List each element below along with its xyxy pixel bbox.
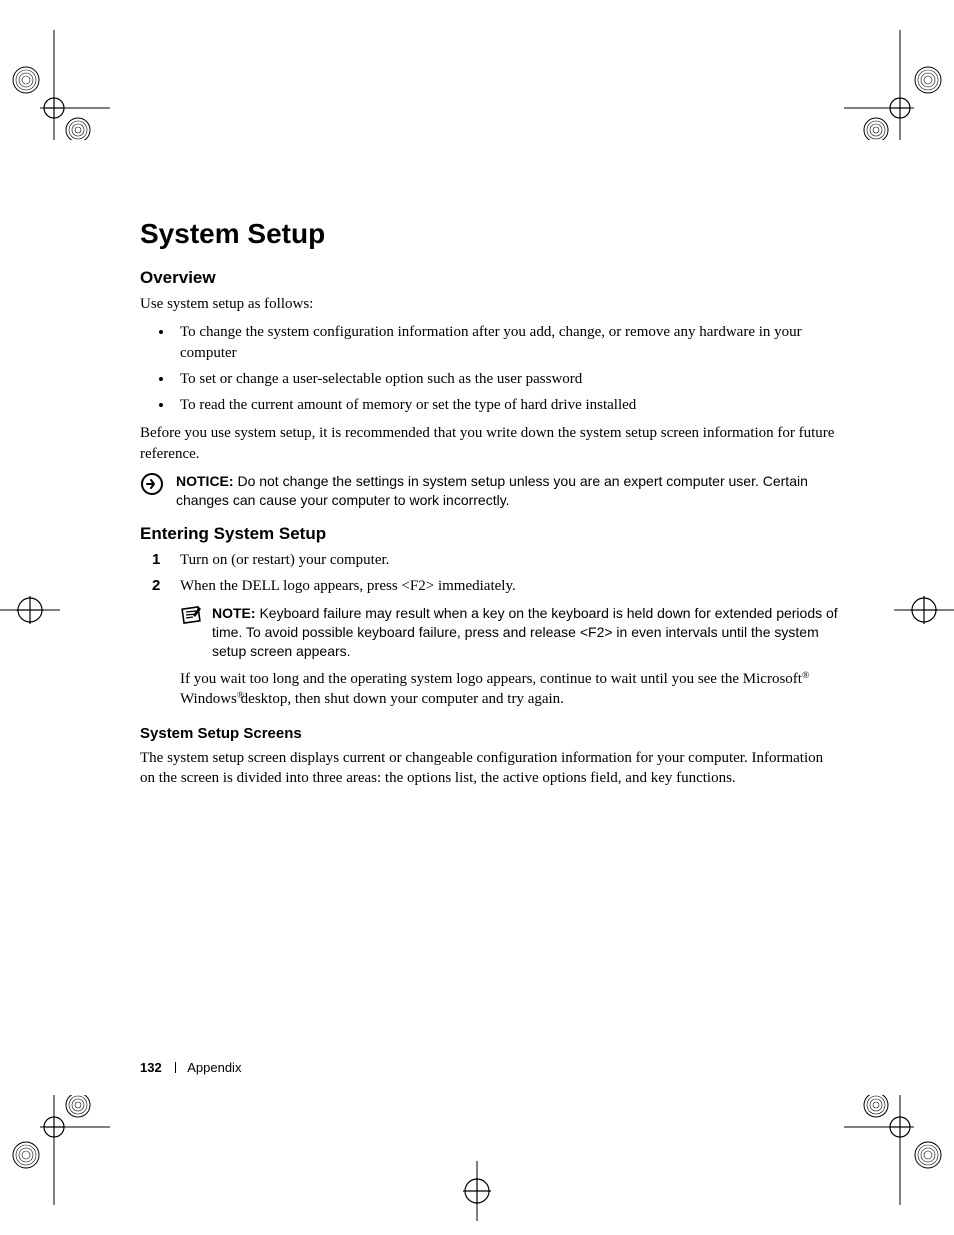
notice-body: Do not change the settings in system set… (176, 473, 808, 508)
note-label: NOTE: (212, 605, 256, 621)
list-item: To read the current amount of memory or … (174, 395, 840, 415)
page-title: System Setup (140, 218, 840, 250)
notice-label: NOTICE: (176, 473, 234, 489)
list-item: When the DELL logo appears, press <F2> i… (174, 576, 840, 596)
note-callout: NOTE: Keyboard failure may result when a… (180, 604, 840, 661)
after-note-paragraph: If you wait too long and the operating s… (180, 669, 840, 710)
notice-icon (140, 473, 168, 495)
registered-mark-icon: ® (802, 669, 912, 779)
after-note-pre: If you wait too long and the operating s… (180, 671, 802, 687)
windows-word: Windows (180, 691, 237, 707)
crop-mark-icon (894, 580, 954, 640)
note-body: Keyboard failure may result when a key o… (212, 605, 838, 659)
page-content: System Setup Overview Use system setup a… (140, 218, 840, 797)
section-heading-entering: Entering System Setup (140, 524, 840, 544)
crop-mark-icon (0, 1095, 110, 1205)
footer-separator-icon (175, 1062, 176, 1073)
page-footer: 132 Appendix (140, 1060, 241, 1075)
list-item: To change the system configuration infor… (174, 322, 840, 363)
notice-callout: NOTICE: Do not change the settings in sy… (140, 472, 840, 510)
section-heading-overview: Overview (140, 268, 840, 288)
crop-mark-icon (844, 1095, 954, 1205)
page-number: 132 (140, 1060, 162, 1075)
entering-steps: Turn on (or restart) your computer. When… (140, 550, 840, 597)
overview-paragraph: Before you use system setup, it is recom… (140, 423, 840, 464)
overview-intro: Use system setup as follows: (140, 294, 840, 314)
registered-mark-icon: ® (237, 689, 347, 799)
notice-text: NOTICE: Do not change the settings in sy… (176, 472, 840, 510)
note-icon (180, 605, 204, 625)
crop-mark-icon (0, 580, 60, 640)
note-text: NOTE: Keyboard failure may result when a… (212, 604, 840, 661)
footer-section: Appendix (187, 1060, 241, 1075)
crop-mark-icon (0, 30, 110, 140)
overview-bullet-list: To change the system configuration infor… (140, 322, 840, 415)
crop-mark-icon (447, 1161, 507, 1221)
list-item: To set or change a user-selectable optio… (174, 369, 840, 389)
list-item: Turn on (or restart) your computer. (174, 550, 840, 570)
crop-mark-icon (844, 30, 954, 140)
